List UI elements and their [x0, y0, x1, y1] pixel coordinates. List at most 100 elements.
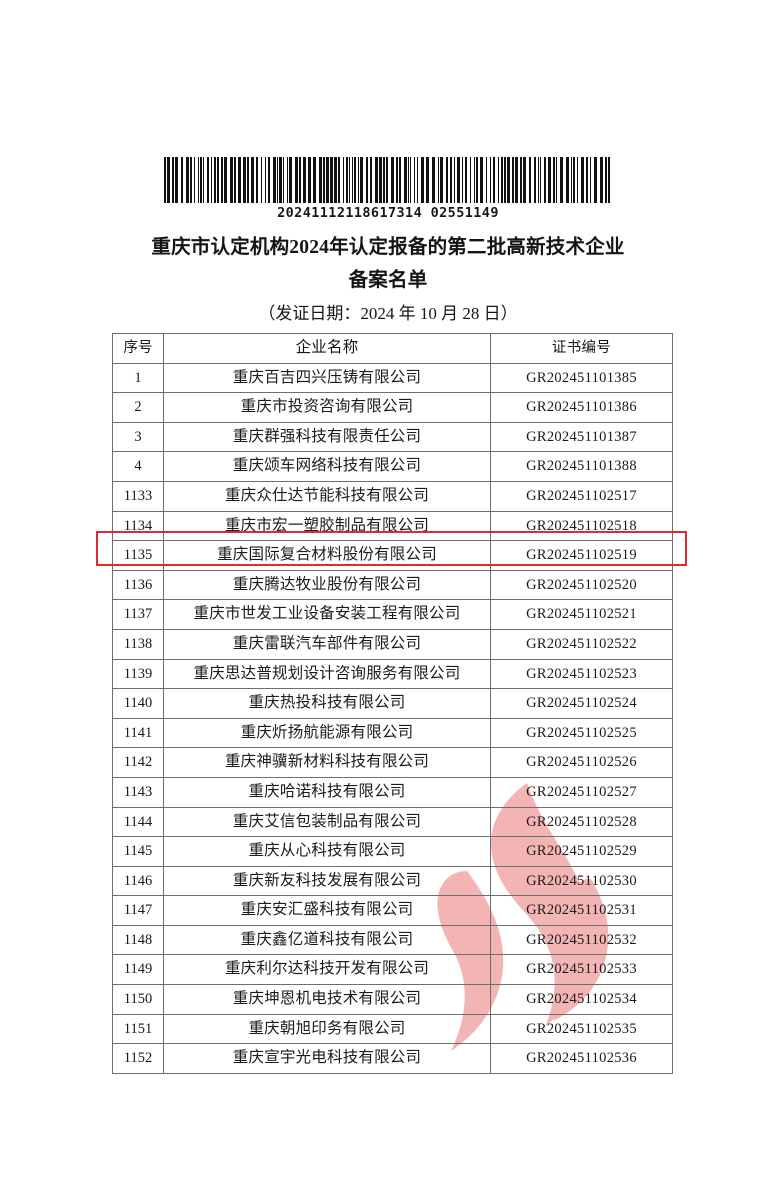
table-row: 1142 重庆神骥新材料科技有限公司 GR202451102526: [112, 747, 673, 778]
row-certificate-number: GR202451102525: [490, 717, 673, 749]
row-certificate-number: GR202451102524: [490, 688, 673, 719]
row-certificate-number: GR202451102520: [490, 569, 673, 601]
table-row: 1149 重庆利尔达科技开发有限公司 GR202451102533: [112, 954, 673, 986]
table-row: 1140 重庆热投科技有限公司 GR202451102524: [112, 688, 673, 719]
row-certificate-number: GR202451102527: [490, 776, 673, 808]
row-company-name: 重庆哈诺科技有限公司: [163, 776, 491, 808]
table-row: 1139 重庆思达普规划设计咨询服务有限公司 GR202451102523: [112, 658, 673, 690]
row-company-name: 重庆雷联汽车部件有限公司: [163, 628, 491, 660]
row-certificate-number: GR202451102528: [490, 806, 673, 838]
row-company-name: 重庆市投资咨询有限公司: [163, 392, 491, 423]
row-company-name: 重庆市世发工业设备安装工程有限公司: [163, 599, 491, 630]
table-row: 1148 重庆鑫亿道科技有限公司 GR202451102532: [112, 924, 673, 956]
row-seq: 1144: [112, 806, 164, 838]
listing-table-wrap: 序号 企业名称 证书编号 1 重庆百吉四兴压铸有限公司 GR202451101385…: [112, 333, 673, 1074]
row-company-name: 重庆群强科技有限责任公司: [163, 421, 491, 453]
row-company-name: 重庆宣宇光电科技有限公司: [163, 1043, 491, 1074]
row-certificate-number: GR202451102534: [490, 984, 673, 1015]
row-certificate-number: GR202451101387: [490, 421, 673, 453]
row-seq: 1133: [112, 480, 164, 512]
table-row: 1150 重庆坤恩机电技术有限公司 GR202451102534: [112, 984, 673, 1015]
row-company-name: 重庆神骥新材料科技有限公司: [163, 747, 491, 778]
table-row: 1151 重庆朝旭印务有限公司 GR202451102535: [112, 1013, 673, 1045]
row-certificate-number: GR202451102533: [490, 954, 673, 986]
row-certificate-number: GR202451101388: [490, 451, 673, 482]
column-header-cert: 证书编号: [490, 333, 673, 364]
row-certificate-number: GR202451102517: [490, 480, 673, 512]
row-seq: 1147: [112, 895, 164, 926]
row-certificate-number: GR202451102530: [490, 865, 673, 897]
table-row: 1147 重庆安汇盛科技有限公司 GR202451102531: [112, 895, 673, 926]
row-seq: 1150: [112, 984, 164, 1015]
row-seq: 1148: [112, 924, 164, 956]
row-certificate-number: GR202451101385: [490, 362, 673, 394]
table-row: 1141 重庆炘扬航能源有限公司 GR202451102525: [112, 717, 673, 749]
row-seq: 1137: [112, 599, 164, 630]
row-company-name: 重庆众仕达节能科技有限公司: [163, 480, 491, 512]
row-company-name: 重庆颂车网络科技有限公司: [163, 451, 491, 482]
row-seq: 1152: [112, 1043, 164, 1074]
row-seq: 1143: [112, 776, 164, 808]
table-row: 1143 重庆哈诺科技有限公司 GR202451102527: [112, 776, 673, 808]
row-company-name: 重庆思达普规划设计咨询服务有限公司: [163, 658, 491, 690]
table-row: 4 重庆颂车网络科技有限公司 GR202451101388: [112, 451, 673, 482]
row-certificate-number: GR202451102522: [490, 628, 673, 660]
row-company-name: 重庆百吉四兴压铸有限公司: [163, 362, 491, 394]
row-seq: 1141: [112, 717, 164, 749]
page-title-line-1: 重庆市认定机构2024年认定报备的第二批高新技术企业: [151, 237, 625, 258]
row-company-name: 重庆鑫亿道科技有限公司: [163, 924, 491, 956]
row-company-name: 重庆从心科技有限公司: [163, 836, 491, 867]
row-company-name: 重庆朝旭印务有限公司: [163, 1013, 491, 1045]
row-company-name: 重庆新友科技发展有限公司: [163, 865, 491, 897]
table-row: 1152 重庆宣宇光电科技有限公司 GR202451102536: [112, 1043, 673, 1074]
row-certificate-number: GR202451102536: [490, 1043, 673, 1074]
row-seq: 3: [112, 421, 164, 453]
table-row: 1135 重庆国际复合材料股份有限公司 GR202451102519: [112, 540, 673, 571]
row-certificate-number: GR202451101386: [490, 392, 673, 423]
row-seq: 1145: [112, 836, 164, 867]
row-seq: 1151: [112, 1013, 164, 1045]
row-certificate-number: GR202451102532: [490, 924, 673, 956]
barcode-block: 20241112118617314 02551149: [0, 157, 776, 221]
row-company-name: 重庆坤恩机电技术有限公司: [163, 984, 491, 1015]
row-seq: 4: [112, 451, 164, 482]
table-body: 1 重庆百吉四兴压铸有限公司 GR202451101385 2 重庆市投资咨询有限公司 G…: [112, 362, 673, 1074]
table-row: 1136 重庆腾达牧业股份有限公司 GR202451102520: [112, 569, 673, 601]
table-row: 1145 重庆从心科技有限公司 GR202451102529: [112, 836, 673, 867]
row-seq: 1140: [112, 688, 164, 719]
column-header-name: 企业名称: [163, 333, 491, 364]
row-company-name: 重庆市宏一塑胶制品有限公司: [163, 510, 491, 542]
table-row: 1134 重庆市宏一塑胶制品有限公司 GR202451102518: [112, 510, 673, 542]
barcode-number: 20241112118617314 02551149: [277, 205, 499, 221]
row-certificate-number: GR202451102529: [490, 836, 673, 867]
table-row: 2 重庆市投资咨询有限公司 GR202451101386: [112, 392, 673, 423]
row-seq: 1142: [112, 747, 164, 778]
row-certificate-number: GR202451102526: [490, 747, 673, 778]
row-certificate-number: GR202451102518: [490, 510, 673, 542]
row-certificate-number: GR202451102531: [490, 895, 673, 926]
row-company-name: 重庆利尔达科技开发有限公司: [163, 954, 491, 986]
row-company-name: 重庆热投科技有限公司: [163, 688, 491, 719]
table-row: 1 重庆百吉四兴压铸有限公司 GR202451101385: [112, 362, 673, 394]
table-row: 1138 重庆雷联汽车部件有限公司 GR202451102522: [112, 628, 673, 660]
row-certificate-number: GR202451102523: [490, 658, 673, 690]
row-company-name: 重庆安汇盛科技有限公司: [163, 895, 491, 926]
row-seq: 1134: [112, 510, 164, 542]
row-seq: 1136: [112, 569, 164, 601]
issue-date-subtitle: （发证日期：2024 年 10 月 28 日）: [258, 304, 518, 323]
table-row: 3 重庆群强科技有限责任公司 GR202451101387: [112, 421, 673, 453]
row-certificate-number: GR202451102519: [490, 540, 673, 571]
barcode-icon: [160, 157, 616, 203]
row-company-name: 重庆艾信包装制品有限公司: [163, 806, 491, 838]
row-seq: 1: [112, 362, 164, 394]
row-certificate-number: GR202451102535: [490, 1013, 673, 1045]
row-seq: 1146: [112, 865, 164, 897]
table-row: 1144 重庆艾信包装制品有限公司 GR202451102528: [112, 806, 673, 838]
row-seq: 1135: [112, 540, 164, 571]
row-seq: 1149: [112, 954, 164, 986]
row-seq: 1138: [112, 628, 164, 660]
row-seq: 2: [112, 392, 164, 423]
table-row: 1133 重庆众仕达节能科技有限公司 GR202451102517: [112, 480, 673, 512]
row-certificate-number: GR202451102521: [490, 599, 673, 630]
